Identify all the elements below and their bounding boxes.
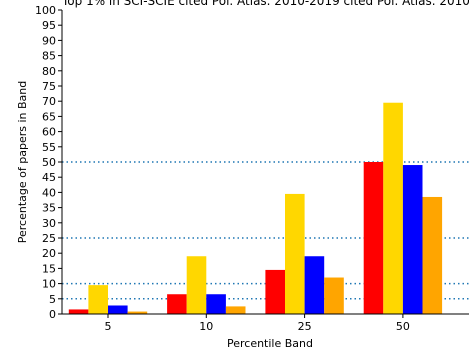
y-tick-label-35: 35 <box>42 202 56 215</box>
y-tick-label-30: 30 <box>42 217 56 230</box>
y-tick-label-75: 75 <box>42 80 56 93</box>
y-tick-label-5: 5 <box>49 293 56 306</box>
y-tick-label-25: 25 <box>42 232 56 245</box>
y-tick-label-100: 100 <box>35 4 56 17</box>
x-tick-label-5: 5 <box>105 320 112 333</box>
bar-50-series-4 <box>422 196 443 314</box>
bar-50-series-2 <box>383 102 403 314</box>
y-tick-label-85: 85 <box>42 50 56 63</box>
bar-25-series-3 <box>304 256 325 314</box>
x-tick-label-25: 25 <box>298 320 312 333</box>
bar-10-series-3 <box>206 294 226 314</box>
y-tick-label-80: 80 <box>42 65 56 78</box>
y-tick-label-45: 45 <box>42 171 56 184</box>
x-tick-label-50: 50 <box>396 320 410 333</box>
y-tick-label-20: 20 <box>42 247 56 260</box>
axes: 0 5 10 15 20 25 30 35 40 45 50 55 60 65 70 75 80 85 90 95 10… <box>35 4 469 333</box>
y-axis-label: Percentage of papers in Band <box>16 81 29 243</box>
bar-50-series-1 <box>363 162 384 314</box>
y-tick-label-10: 10 <box>42 278 56 291</box>
x-tick-label-10: 10 <box>199 320 213 333</box>
bar-10-series-1 <box>167 294 187 314</box>
y-tick-label-15: 15 <box>42 262 56 275</box>
y-tick-label-50: 50 <box>42 156 56 169</box>
chart-title: Top 1% in SCI-SCIE cited Pol. Atlas. 201… <box>61 0 469 8</box>
y-tick-label-55: 55 <box>42 141 56 154</box>
y-tick-label-0: 0 <box>49 308 56 321</box>
bar-25-series-4 <box>324 277 344 314</box>
bar-5-series-2 <box>88 285 108 314</box>
y-tick-label-65: 65 <box>42 110 56 123</box>
bar-5-series-1 <box>68 309 89 314</box>
bar-10-series-2 <box>186 256 207 314</box>
y-tick-label-90: 90 <box>42 34 56 47</box>
y-tick-label-70: 70 <box>42 95 56 108</box>
bars <box>68 102 443 314</box>
y-tick-label-60: 60 <box>42 126 56 139</box>
bar-10-series-4 <box>225 306 246 314</box>
bar-25-series-1 <box>265 269 285 314</box>
bar-5-series-3 <box>108 305 128 314</box>
bar-25-series-2 <box>285 193 305 314</box>
x-axis-label: Percentile Band <box>227 337 313 349</box>
y-tick-label-40: 40 <box>42 186 56 199</box>
y-tick-label-95: 95 <box>42 19 56 32</box>
bar-50-series-3 <box>402 165 423 314</box>
bar-5-series-4 <box>127 311 148 314</box>
